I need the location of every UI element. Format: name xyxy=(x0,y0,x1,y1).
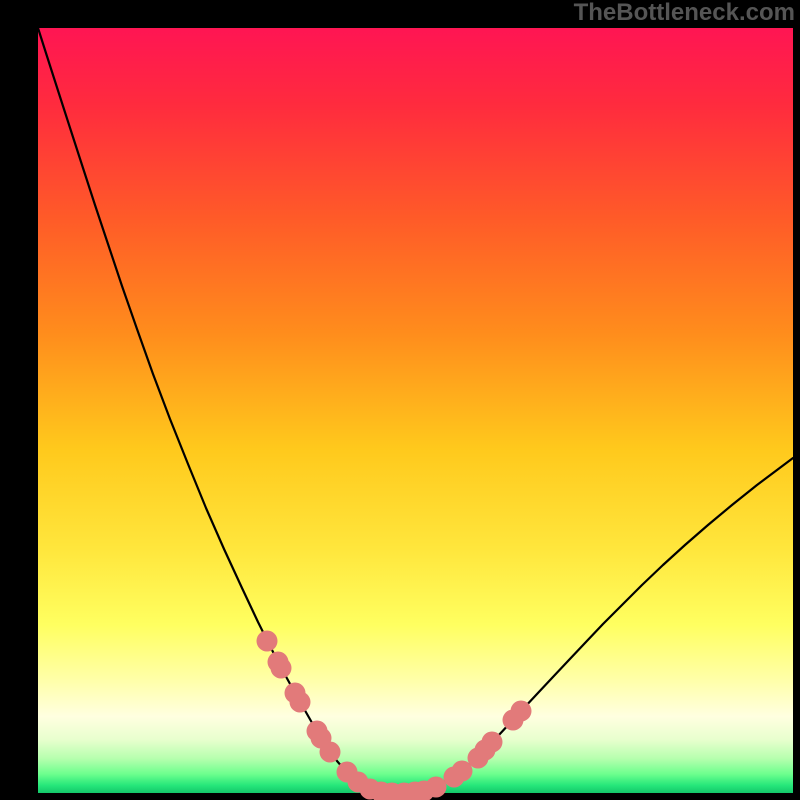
bottleneck-chart: TheBottleneck.com xyxy=(0,0,800,800)
plot-area xyxy=(38,28,793,793)
data-dot xyxy=(290,692,311,713)
data-dot xyxy=(426,777,447,798)
data-dot xyxy=(271,658,292,679)
data-dot xyxy=(511,701,532,722)
data-dot xyxy=(320,742,341,763)
watermark-text: TheBottleneck.com xyxy=(574,0,795,26)
data-dot xyxy=(482,732,503,753)
data-dot xyxy=(257,631,278,652)
